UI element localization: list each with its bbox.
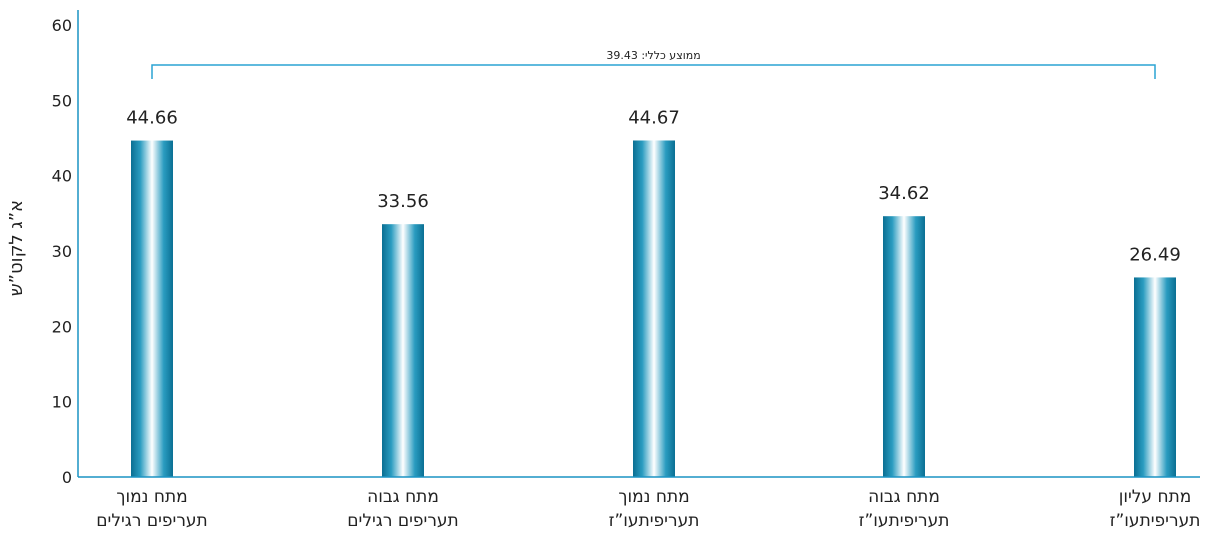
average-label: ממוצע כללי: 39.43 [606, 49, 700, 62]
category-label: תעריפים רגילים [96, 511, 207, 531]
bar [382, 224, 424, 477]
bar-value-label: 34.62 [878, 183, 930, 204]
bar [131, 140, 173, 477]
category-labels: מתח נמוך תעריפים רגילים מתח גבוה תעריפים רג… [96, 487, 1200, 531]
bar [1134, 277, 1176, 477]
average-bracket [151, 64, 1156, 79]
y-axis-ticks: 0 10 20 30 40 50 60 [52, 16, 72, 487]
y-tick-label: 60 [52, 16, 72, 35]
category-label: מתח נמוך [618, 487, 689, 507]
category-label: תעריפיתעו”ז [1110, 511, 1201, 531]
category-label: מתח גבוה [367, 487, 439, 507]
y-tick-label: 30 [52, 242, 72, 261]
bars [131, 140, 1176, 478]
category-label: תעריפים רגילים [347, 511, 458, 531]
bar [883, 216, 925, 478]
bar-value-label: 44.67 [628, 107, 680, 128]
category-label: תעריפיתעו”ז [609, 511, 700, 531]
category-label: מתח עליון [1119, 487, 1192, 507]
value-labels: 44.66 33.56 44.67 34.62 26.49 [126, 107, 1181, 265]
y-axis-title: א”ג לקוט”ש [6, 200, 27, 296]
bar-value-label: 33.56 [377, 191, 429, 212]
bar-value-label: 26.49 [1129, 244, 1181, 265]
bar-value-label: 44.66 [126, 108, 178, 129]
category-label: מתח גבוה [868, 487, 940, 507]
y-tick-label: 50 [52, 91, 72, 110]
y-tick-label: 40 [52, 167, 72, 186]
bar [633, 140, 675, 477]
y-tick-label: 0 [62, 468, 72, 487]
y-tick-label: 10 [52, 393, 72, 412]
category-label: תעריפיתעו”ז [859, 511, 950, 531]
y-tick-label: 20 [52, 317, 72, 336]
category-label: מתח נמוך [116, 487, 187, 507]
